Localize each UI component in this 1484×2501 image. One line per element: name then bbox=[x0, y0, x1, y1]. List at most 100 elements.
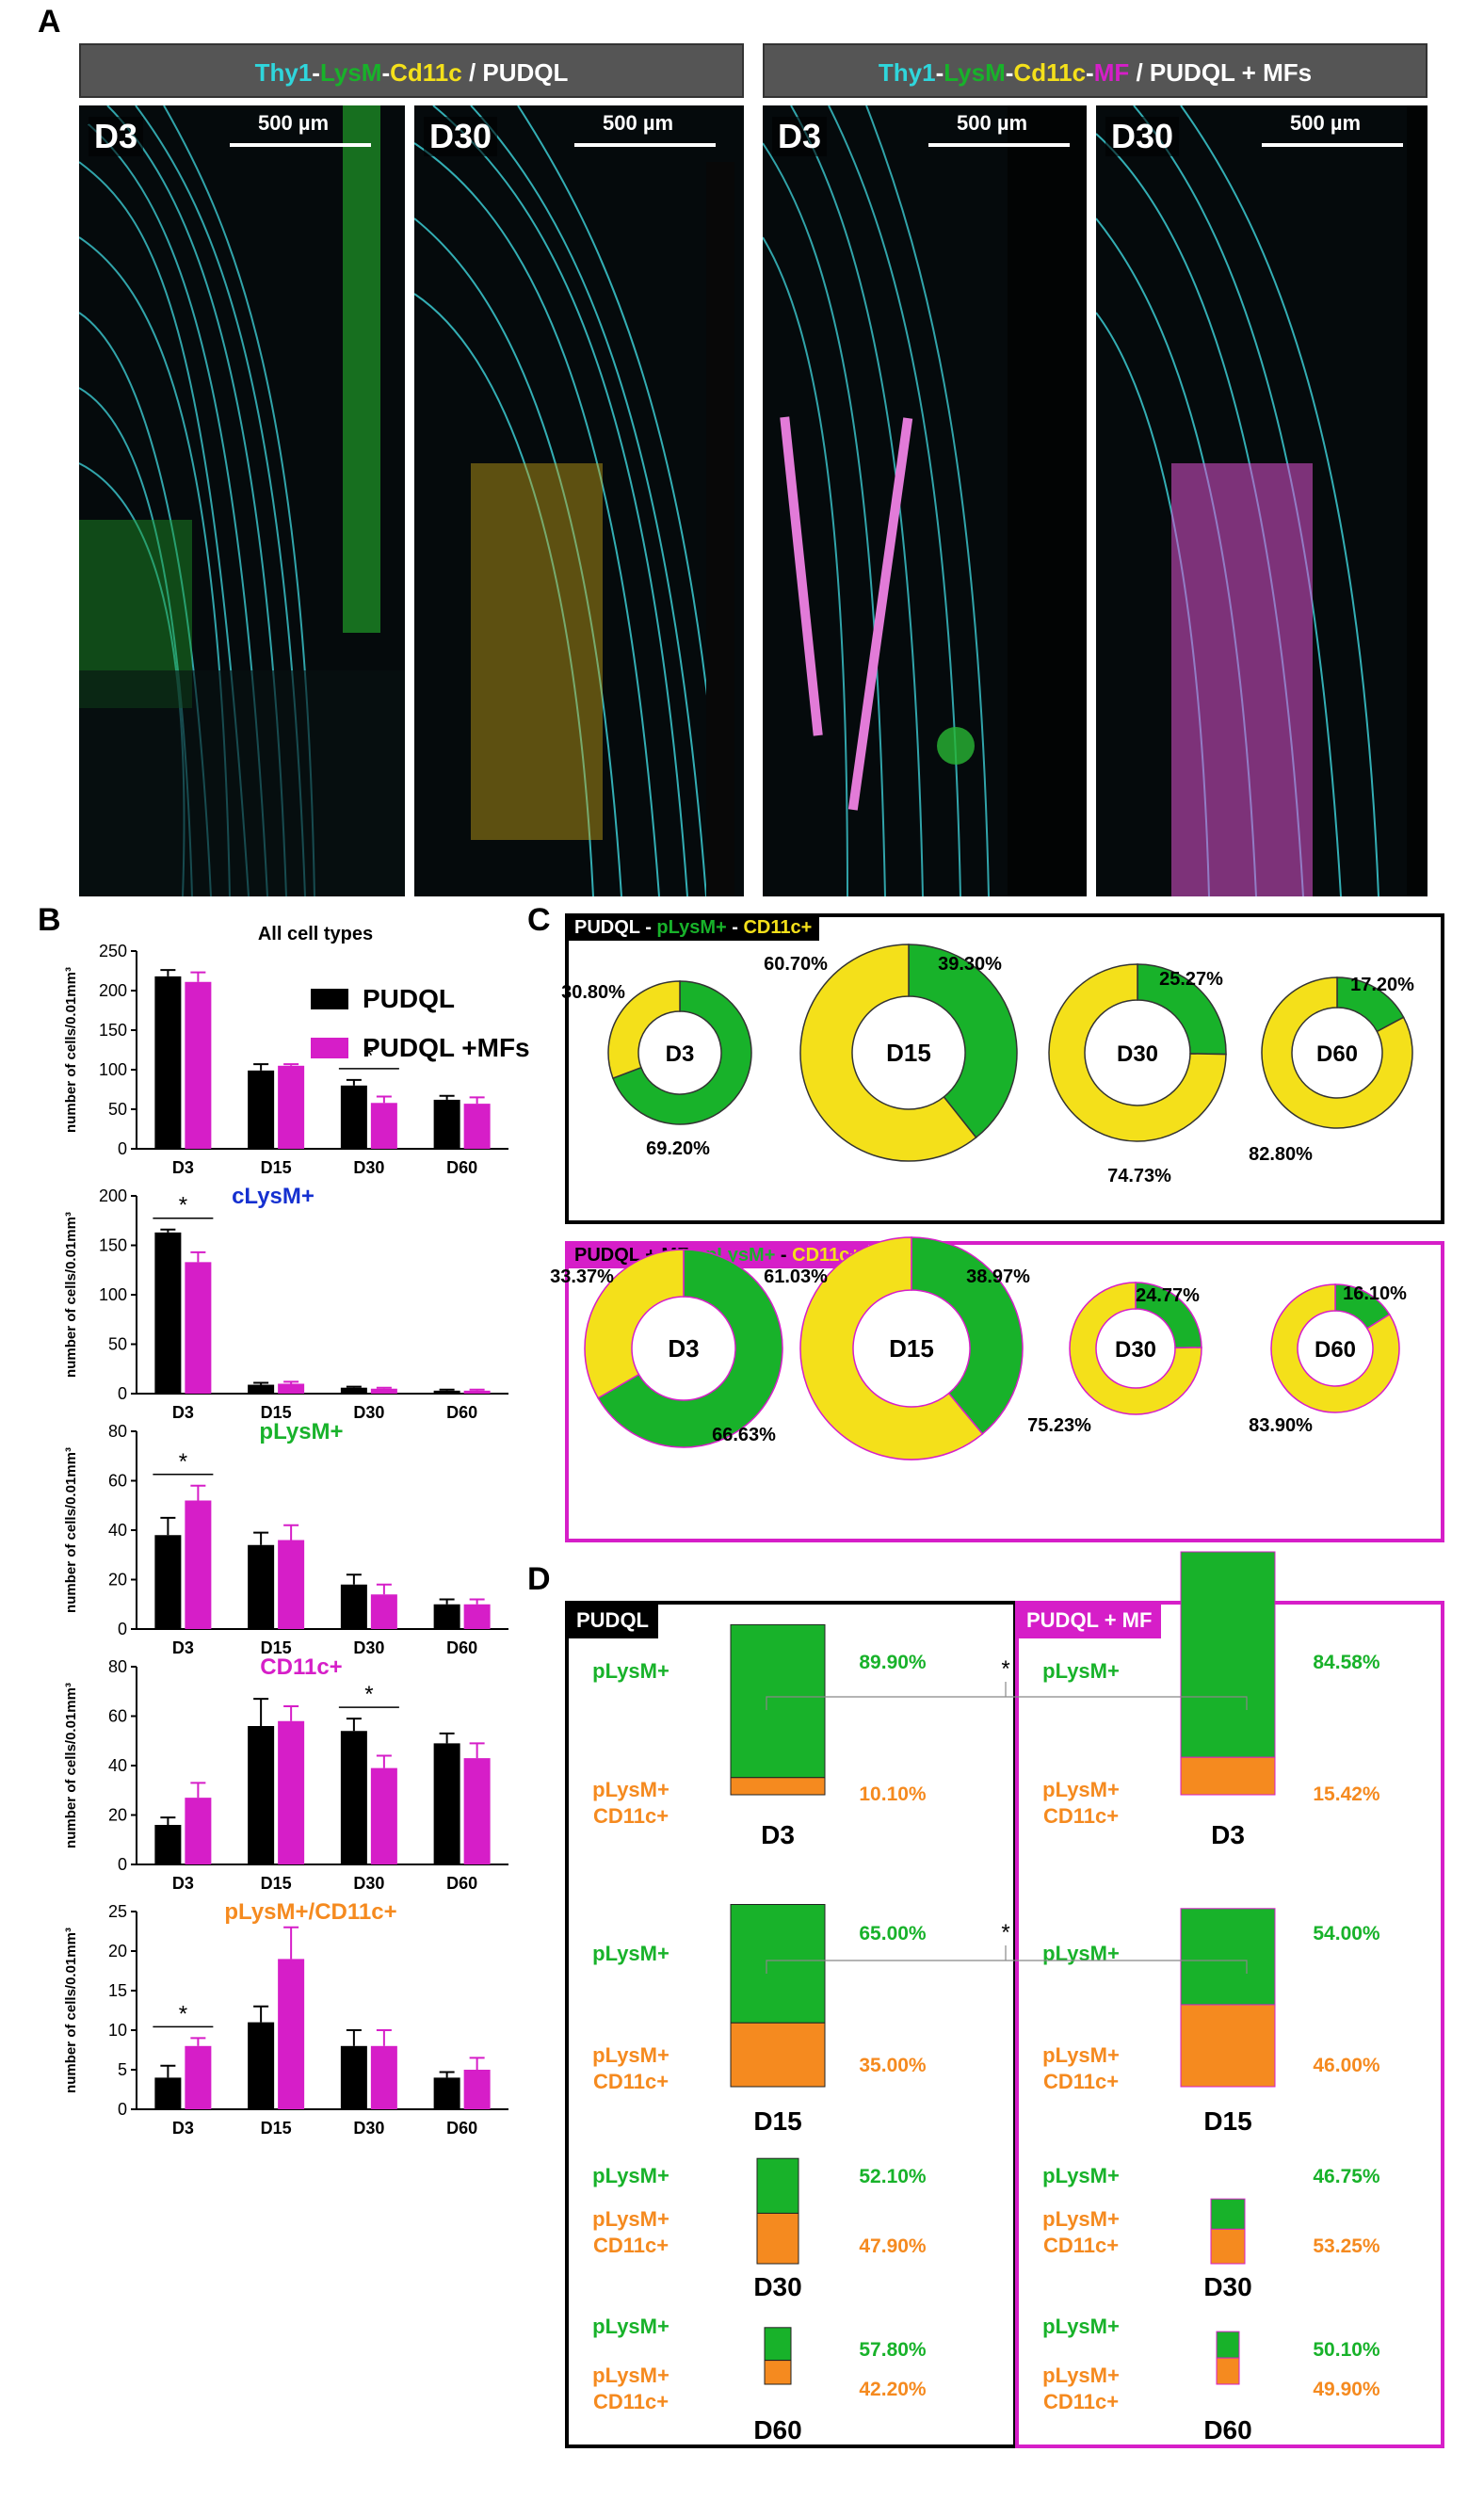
bar-pudql-d3 bbox=[154, 1825, 182, 1864]
stacked-segment-plysm-cd11c-d3 bbox=[730, 1777, 826, 1796]
y-tick-label: 15 bbox=[108, 1981, 127, 2000]
donut-yellow-label: 61.03% bbox=[764, 1267, 828, 1287]
bar-pudql-d60 bbox=[433, 1390, 460, 1394]
panel-d-right-header: PUDQL + MF bbox=[1017, 1603, 1162, 1638]
significance-star: * bbox=[179, 1193, 187, 1218]
bar-pudql-d15 bbox=[248, 1726, 275, 1864]
label-plysm: pLysM+ bbox=[592, 1659, 669, 1683]
stacked-segment-plysm-cd11c-d30 bbox=[1210, 2228, 1246, 2265]
bar-pudql-d30 bbox=[340, 2045, 367, 2109]
banner-mf: MF bbox=[1093, 58, 1130, 87]
bar-pudql-d15 bbox=[248, 1384, 275, 1394]
stacked-segment-plysm-d15 bbox=[1180, 1908, 1276, 2006]
bar-pudql-+mfs-d60 bbox=[463, 2070, 491, 2109]
donut-yellow-label: 30.80% bbox=[561, 982, 625, 1003]
donut-slice-cd11c-d60 bbox=[1261, 976, 1413, 1129]
y-tick-label: 200 bbox=[99, 1186, 127, 1205]
pct-plysm: 84.58% bbox=[1313, 1652, 1380, 1673]
day-label: D3 bbox=[761, 1820, 795, 1849]
y-axis-label: number of cells/0.01mm³ bbox=[63, 967, 79, 1133]
significance-star: * bbox=[179, 2001, 187, 2026]
pct-plysm-cd11c: 49.90% bbox=[1313, 2379, 1380, 2400]
x-tick-label: D3 bbox=[172, 1874, 194, 1893]
connector-line bbox=[766, 1960, 1248, 1974]
x-tick-label: D60 bbox=[446, 1874, 477, 1893]
label-plysm: pLysM+ bbox=[592, 1942, 669, 1965]
micrograph-pudql-d30: D30 500 µm bbox=[414, 105, 744, 896]
micrograph-pudql-d3: D3 500 µm bbox=[79, 105, 405, 896]
pct-plysm: 50.10% bbox=[1313, 2339, 1380, 2361]
x-tick-label: D60 bbox=[446, 1638, 477, 1657]
pct-plysm: 46.75% bbox=[1313, 2166, 1380, 2187]
y-tick-label: 0 bbox=[118, 1384, 127, 1403]
label-plysm-cd11c-line2: CD11c+ bbox=[593, 2070, 669, 2093]
x-tick-label: D30 bbox=[353, 1874, 384, 1893]
donut-center-label: D3 bbox=[668, 1334, 699, 1363]
y-tick-label: 0 bbox=[118, 2100, 127, 2119]
label-plysm: pLysM+ bbox=[1042, 1659, 1120, 1683]
scale-label: 500 µm bbox=[258, 111, 330, 135]
bar-pudql-d30 bbox=[340, 1387, 367, 1394]
bar-pudql-+mfs-d15 bbox=[278, 1065, 305, 1149]
legend-label: PUDQL +MFs bbox=[363, 1033, 530, 1062]
label-plysm: pLysM+ bbox=[592, 2164, 669, 2187]
y-axis-label: number of cells/0.01mm³ bbox=[63, 1928, 79, 2093]
stacked-segment-plysm-cd11c-d15 bbox=[1180, 2004, 1276, 2088]
bar-pudql-+mfs-d30 bbox=[370, 2045, 397, 2109]
x-tick-label: D15 bbox=[261, 1874, 292, 1893]
y-axis-label: number of cells/0.01mm³ bbox=[63, 1447, 79, 1613]
stacked-segment-plysm-d3 bbox=[730, 1623, 826, 1779]
donut-slice-plysm-d3 bbox=[612, 980, 752, 1125]
label-plysm-cd11c-line1: pLysM+ bbox=[1042, 2364, 1120, 2387]
donut-slice-plysm-d15 bbox=[908, 944, 1018, 1139]
pct-plysm: 54.00% bbox=[1313, 1923, 1380, 1944]
donut-green-label: 17.20% bbox=[1350, 975, 1414, 995]
bar-pudql-+mfs-d15 bbox=[278, 1720, 305, 1864]
donut-green-label: 66.63% bbox=[712, 1425, 776, 1445]
donut-center-label: D3 bbox=[666, 1041, 695, 1067]
donut-row-2: D3 33.37% 66.63% D15 61.03% 38.97% D30 75.23% 24… bbox=[550, 1236, 1407, 1460]
bar-pudql-+mfs-d60 bbox=[463, 1604, 491, 1629]
label-plysm-cd11c-line1: pLysM+ bbox=[592, 2364, 669, 2387]
day-label: D3 bbox=[89, 117, 144, 156]
header-group: PUDQL bbox=[574, 917, 640, 938]
donut-yellow-label: 83.90% bbox=[1249, 1415, 1313, 1436]
bar-pudql-+mfs-d30 bbox=[370, 1767, 397, 1864]
day-label: D3 bbox=[772, 117, 828, 156]
banner-lysm: LysM bbox=[944, 58, 1006, 87]
scale-label: 500 µm bbox=[1290, 111, 1362, 135]
donut-slice-plysm-d3 bbox=[597, 1249, 783, 1448]
x-tick-label: D30 bbox=[353, 1403, 384, 1422]
bar-pudql-+mfs-d3 bbox=[185, 1262, 212, 1394]
stacked-segment-plysm-d60 bbox=[1216, 2331, 1240, 2359]
stacked-segment-plysm-cd11c-d60 bbox=[1216, 2357, 1240, 2385]
label-plysm-cd11c-line2: CD11c+ bbox=[1043, 1804, 1119, 1828]
panel-label-d: D bbox=[527, 1561, 551, 1597]
label-plysm-cd11c-line1: pLysM+ bbox=[1042, 1778, 1120, 1801]
banner-cd11c: Cd11c bbox=[1013, 58, 1087, 87]
stacked-segment-plysm-d15 bbox=[730, 1904, 826, 2024]
panel-c-donut-charts: D3 30.80% 69.20% D15 60.70% 39.30% D30 74.73% 25… bbox=[550, 944, 1414, 1460]
scale-bar bbox=[230, 143, 371, 147]
stacked-segment-plysm-cd11c-d15 bbox=[730, 2022, 826, 2088]
label-plysm-cd11c-line2: CD11c+ bbox=[1043, 2234, 1119, 2257]
bar-pudql-+mfs-d3 bbox=[185, 1798, 212, 1864]
donut-green-label: 16.10% bbox=[1343, 1283, 1407, 1304]
pct-plysm-cd11c: 47.90% bbox=[859, 2235, 927, 2257]
pct-plysm-cd11c: 15.42% bbox=[1313, 1783, 1380, 1805]
donut-center-label: D15 bbox=[889, 1334, 934, 1363]
donut-green-label: 39.30% bbox=[938, 954, 1002, 975]
donut-row-1: D3 30.80% 69.20% D15 60.70% 39.30% D30 74.73% 25… bbox=[561, 944, 1414, 1186]
donut-center-label: D30 bbox=[1115, 1337, 1156, 1363]
donut-yellow-label: 82.80% bbox=[1249, 1144, 1313, 1165]
donut-slice-cd11c-d15 bbox=[799, 944, 977, 1162]
significance-star: * bbox=[364, 1682, 373, 1707]
bar-pudql-d3 bbox=[154, 1535, 182, 1629]
bar-pudql-d15 bbox=[248, 2022, 275, 2109]
pct-plysm: 57.80% bbox=[859, 2339, 927, 2361]
day-label: D30 bbox=[753, 2272, 801, 2301]
y-tick-label: 40 bbox=[108, 1756, 127, 1775]
stacked-segment-plysm-cd11c-d30 bbox=[756, 2212, 799, 2265]
x-tick-label: D15 bbox=[261, 1403, 292, 1422]
